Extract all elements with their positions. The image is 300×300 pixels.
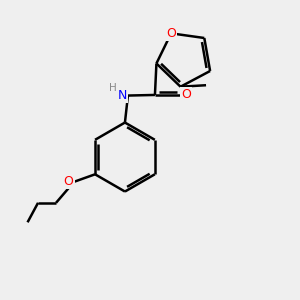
Text: O: O (181, 88, 191, 101)
Text: H: H (109, 83, 117, 93)
Text: O: O (64, 175, 74, 188)
Text: N: N (118, 89, 127, 102)
Text: O: O (166, 27, 176, 40)
